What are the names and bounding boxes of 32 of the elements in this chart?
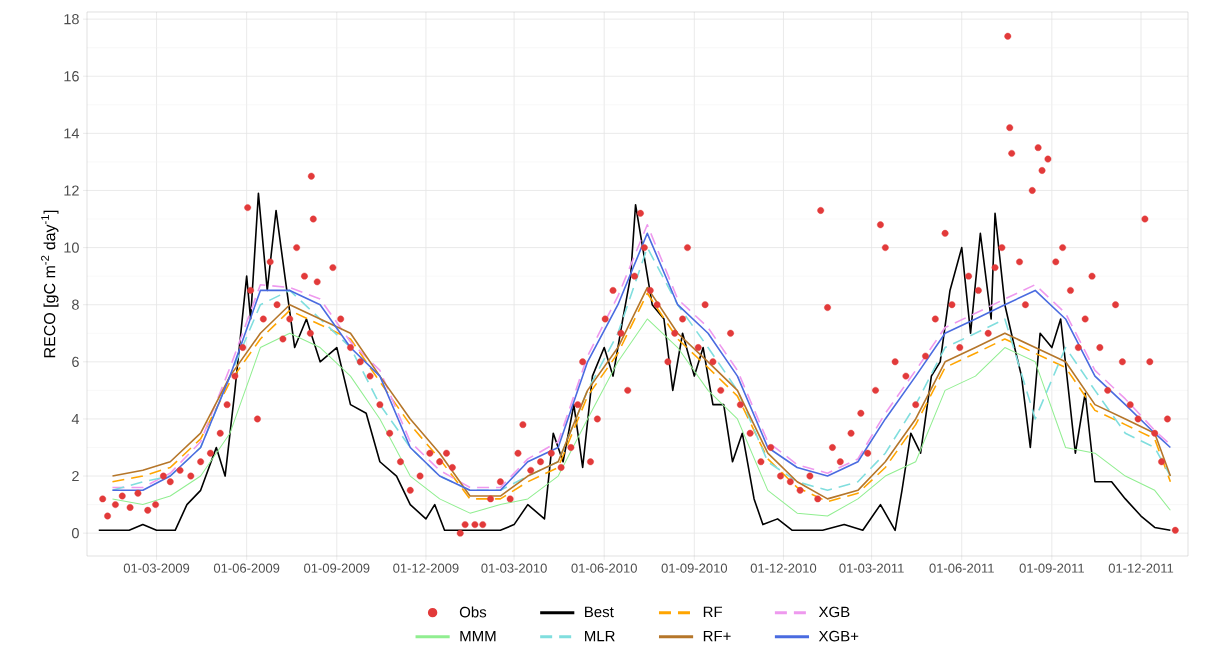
y-tick-label: 8 — [72, 299, 79, 310]
legend-label: RF — [703, 606, 723, 618]
x-tick-label: 01-12-2009 — [393, 563, 459, 573]
legend-label: RF+ — [703, 630, 731, 642]
x-tick-label: 01-12-2011 — [1108, 563, 1174, 573]
x-tick-label: 01-03-2009 — [123, 563, 190, 573]
legend-label: XGB — [818, 606, 850, 618]
legend-label: MMM — [460, 630, 496, 642]
legend-label: XGB+ — [818, 630, 859, 642]
y-tick-label: 2 — [72, 470, 79, 482]
y-tick-label: 18 — [64, 14, 79, 25]
x-tick-label: 01-06-2010 — [571, 563, 637, 573]
y-tick-label: 10 — [64, 242, 79, 253]
line-series — [111, 318, 1171, 517]
y-tick-label: 4 — [71, 413, 80, 424]
y-tick-label: 12 — [64, 185, 79, 196]
x-tick-label: 01-03-2011 — [839, 563, 904, 573]
x-tick-label: 01-09-2009 — [304, 563, 370, 573]
x-tick-label: 01-03-2010 — [481, 563, 547, 573]
x-tick-label: 01-06-2011 — [929, 563, 994, 573]
y-tick-label: 16 — [64, 71, 79, 82]
y-tick-label: 0 — [71, 528, 79, 539]
x-tick-label: 01-06-2009 — [213, 563, 280, 573]
y-tick-label: 14 — [64, 128, 80, 139]
y-tick-label: 6 — [72, 356, 79, 367]
legend-label: Best — [585, 606, 614, 618]
legend-label: Obs — [459, 606, 487, 618]
y-axis-title: RECO [gC m$^{-2}$ day$^{-1}$] — [41, 210, 59, 358]
legend-label: MLR — [585, 630, 615, 642]
x-tick-label: 01-12-2010 — [750, 563, 817, 573]
x-tick-label: 01-09-2011 — [1019, 563, 1084, 573]
x-tick-label: 01-09-2010 — [661, 563, 728, 573]
